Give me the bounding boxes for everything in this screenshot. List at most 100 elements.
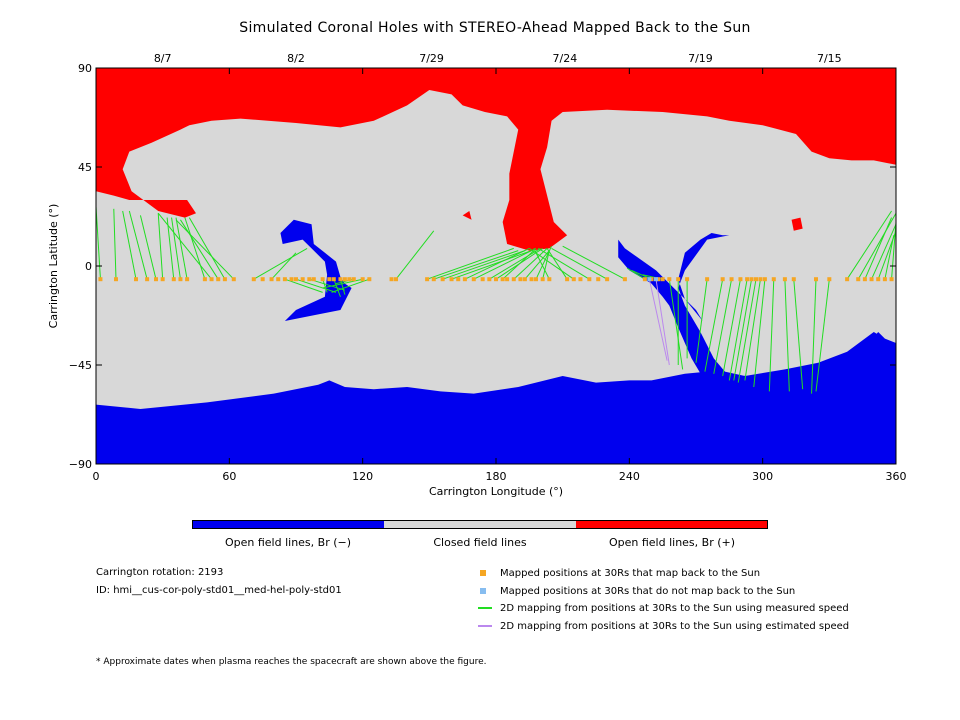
mapped-position — [178, 277, 183, 282]
measured-mapping-line — [768, 279, 775, 392]
mapped-position — [754, 277, 758, 282]
measured-mapping-line — [502, 250, 535, 280]
mapped-position — [222, 277, 227, 282]
measured-mapping-line — [871, 223, 897, 280]
mapped-position — [547, 277, 552, 282]
measured-mapping-line — [737, 279, 757, 383]
positive-coronal-hole — [96, 68, 896, 251]
model-id: ID: hmi__cus-cor-poly-std01__med-hel-pol… — [96, 585, 342, 596]
measured-mapping-line — [722, 279, 741, 377]
measured-mapping-line — [139, 215, 157, 280]
x-tick-label: 240 — [619, 470, 640, 483]
mapped-position — [360, 277, 365, 282]
mapped-position — [462, 277, 467, 282]
mapped-position — [425, 277, 430, 282]
mapped-position — [529, 277, 534, 282]
measured-mapping-line — [451, 250, 532, 280]
mapped-position — [389, 277, 394, 282]
measured-mapping-line — [846, 210, 892, 280]
mapped-position — [185, 277, 190, 282]
x-tick-label: 300 — [752, 470, 773, 483]
measured-mapping-line — [695, 279, 708, 363]
mapping-lines-layer — [95, 206, 897, 394]
measured-mapping-line — [271, 252, 297, 280]
y-axis-label: Carrington Latitude (°) — [47, 204, 60, 329]
x-tick-label: 180 — [486, 470, 507, 483]
measured-mapping-line — [395, 230, 435, 280]
mapped-position — [676, 277, 681, 282]
measured-mapping-line — [128, 210, 148, 280]
mapped-position — [882, 277, 887, 282]
mapped-position — [269, 277, 274, 282]
measured-mapping-line — [891, 221, 897, 280]
measured-mapping-line — [546, 248, 568, 280]
field-colorbar — [192, 520, 768, 529]
mapped-position — [300, 277, 305, 282]
measured-mapping-line — [626, 267, 646, 280]
mapped-position — [738, 277, 743, 282]
measured-mapping-line — [473, 247, 537, 280]
estimated-line-swatch — [478, 625, 492, 627]
mapped-position — [656, 277, 661, 282]
measured-mapping-line — [442, 250, 526, 280]
measured-mapping-line — [180, 219, 219, 280]
map-layer — [96, 68, 896, 464]
mapped-position — [487, 277, 492, 282]
measured-mapping-line — [157, 213, 164, 280]
measured-mapping-line — [113, 208, 117, 280]
mapped-position — [260, 277, 265, 282]
mapped-position — [856, 277, 861, 282]
legend-estimated-label: 2D mapping from positions at 30Rs to the… — [500, 621, 850, 632]
mapped-position — [494, 277, 498, 282]
top-date-label: 8/7 — [154, 52, 172, 65]
mapped-position — [338, 277, 343, 282]
unmapped-position — [647, 277, 652, 282]
measured-mapping-line — [551, 247, 608, 280]
footnote: * Approximate dates when plasma reaches … — [96, 657, 487, 667]
mapped-position — [216, 277, 221, 282]
negative-coronal-hole-mid — [280, 219, 352, 321]
top-date-label: 7/15 — [817, 52, 842, 65]
mapped-position — [320, 277, 325, 282]
y-tick-label: −45 — [69, 359, 92, 372]
measured-mapping-line — [857, 212, 897, 280]
mapped-position — [749, 277, 754, 282]
measured-mapping-line — [464, 247, 530, 280]
measured-mapping-line — [811, 279, 817, 394]
mapped-position — [889, 277, 894, 282]
mapped-position — [534, 277, 538, 282]
measured-mapping-line — [171, 217, 181, 280]
colorbar-negative-segment — [193, 521, 385, 528]
mapped-position — [667, 277, 672, 282]
axes-layer: 0 60 120 180 240 300 360 −90 −45 0 45 90 8/7 8/2 7/29 7… — [47, 52, 907, 498]
positive-coronal-hole-small — [791, 217, 803, 231]
mapped-position — [145, 277, 150, 282]
mapped-position — [480, 277, 485, 282]
measured-line-swatch — [478, 607, 492, 609]
y-tick-label: −90 — [69, 458, 92, 471]
mapped-position — [571, 277, 576, 282]
mapped-position — [471, 277, 476, 282]
mapped-position — [294, 277, 298, 282]
mapped-position — [251, 277, 256, 282]
top-date-label: 8/2 — [287, 52, 305, 65]
mapped-position — [500, 277, 505, 282]
measured-mapping-line — [175, 217, 188, 280]
mapped-position — [869, 277, 874, 282]
mapped-position — [685, 277, 690, 282]
mapped-position — [114, 277, 118, 282]
mapped-position — [587, 277, 592, 282]
colorbar-label-negative: Open field lines, Br (−) — [224, 536, 352, 549]
colorbar-label-positive: Open field lines, Br (+) — [608, 536, 736, 549]
measured-mapping-line — [884, 235, 895, 280]
colorbar-positive-segment — [575, 521, 767, 528]
x-tick-label: 60 — [222, 470, 236, 483]
mapped-position — [456, 277, 461, 282]
measured-mapping-line — [753, 279, 766, 388]
x-tick-label: 360 — [886, 470, 907, 483]
mapped-position — [342, 277, 347, 282]
measured-mapping-line — [433, 250, 519, 280]
measured-mapping-line — [713, 279, 733, 374]
chart-title: Simulated Coronal Holes with STEREO-Ahea… — [239, 20, 751, 36]
